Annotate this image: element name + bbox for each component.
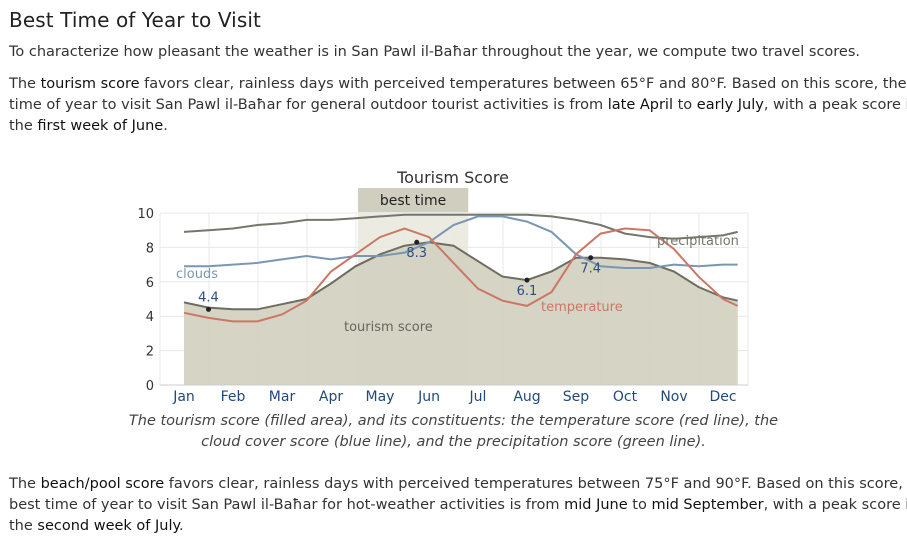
tourism-paragraph: The tourism score favors clear, rainless… — [9, 74, 907, 137]
peak-period: first week of June — [37, 118, 164, 134]
section-heading: Best Time of Year to Visit — [9, 8, 261, 32]
x-tick-label: Nov — [660, 389, 687, 405]
text: best time of year to visit San Pawl il-B… — [9, 497, 565, 513]
x-tick-label: Jan — [172, 389, 195, 405]
best-end: early July — [696, 97, 764, 113]
x-tick-label: Jun — [417, 389, 440, 405]
y-tick-label: 8 — [146, 241, 154, 256]
x-tick-label: Oct — [613, 389, 638, 405]
y-tick-label: 6 — [146, 276, 154, 291]
text: The — [9, 476, 41, 492]
caption-score-term: tourism score — [160, 413, 260, 429]
text: time of year to visit San Pawl il-Baħar … — [9, 97, 608, 113]
tourism-score-chart: Tourism Score best time 0 2 4 6 8 10 Jan Feb Mar Ap… — [137, 168, 749, 405]
text: the — [9, 518, 38, 534]
precipitation-annotation: precipitation — [657, 234, 739, 249]
beach-peak: second week of July — [37, 518, 180, 534]
text: , with a peak score in — [763, 497, 907, 513]
score-marker — [524, 277, 530, 283]
text: favors clear, rainless days with perceiv… — [164, 476, 907, 492]
precipitation-line — [183, 213, 738, 240]
tourism-score-annotation: tourism score — [344, 320, 433, 335]
clouds-annotation: clouds — [176, 267, 218, 282]
score-marker-label: 7.4 — [580, 262, 601, 277]
chart-caption: The tourism score (filled area), and its… — [0, 411, 907, 453]
temperature-line — [183, 227, 739, 323]
text: to — [627, 497, 652, 513]
beach-start: mid June — [564, 497, 628, 513]
text: . — [163, 118, 168, 134]
text: to — [673, 97, 697, 113]
score-marker — [414, 239, 420, 245]
text: cloud cover score (blue line), and the p… — [201, 434, 706, 450]
tourism-score-area — [184, 242, 738, 385]
beach-paragraph: The beach/pool score favors clear, rainl… — [9, 474, 907, 537]
x-tick-label: Dec — [709, 389, 736, 405]
chart-title: Tourism Score — [396, 168, 509, 187]
y-tick-label: 10 — [137, 207, 154, 222]
score-marker — [206, 306, 211, 312]
x-tick-label: Apr — [319, 389, 343, 405]
text: (filled area), and its constituents: the… — [259, 413, 779, 429]
x-tick-label: Feb — [221, 389, 246, 405]
text: The — [128, 413, 161, 429]
intro-paragraph: To characterize how pleasant the weather… — [9, 44, 861, 60]
text: , with a peak score in — [763, 97, 907, 113]
text: favors clear, rainless days with perceiv… — [139, 76, 907, 92]
beach-end: mid September — [651, 497, 764, 513]
tourism-score-figure: Tourism Score best time 0 2 4 6 8 10 Jan Feb Mar Ap… — [0, 160, 907, 460]
best-time-label: best time — [380, 193, 446, 209]
x-tick-label: Jul — [469, 389, 487, 405]
x-tick-label: Aug — [513, 389, 540, 405]
beach-score-term: beach/pool score — [40, 476, 165, 492]
tourism-score-term: tourism score — [40, 76, 140, 92]
best-time-label-bg — [357, 188, 469, 212]
y-tick-label: 2 — [146, 345, 154, 360]
y-tick-label: 0 — [146, 379, 154, 394]
text: the — [9, 118, 38, 134]
best-start: late April — [607, 97, 673, 113]
text: . — [179, 518, 184, 534]
x-tick-label: Sep — [563, 389, 590, 405]
temperature-annotation: temperature — [541, 300, 623, 315]
x-tick-label: May — [366, 389, 395, 405]
score-marker-label: 4.4 — [198, 290, 219, 305]
text: The — [9, 76, 41, 92]
y-tick-label: 4 — [146, 310, 154, 325]
x-tick-label: Mar — [269, 389, 296, 405]
tourism-score-line — [183, 241, 738, 311]
score-marker-label: 8.3 — [406, 246, 427, 261]
score-marker — [588, 255, 594, 261]
score-marker-label: 6.1 — [517, 284, 538, 299]
clouds-line — [184, 215, 738, 269]
